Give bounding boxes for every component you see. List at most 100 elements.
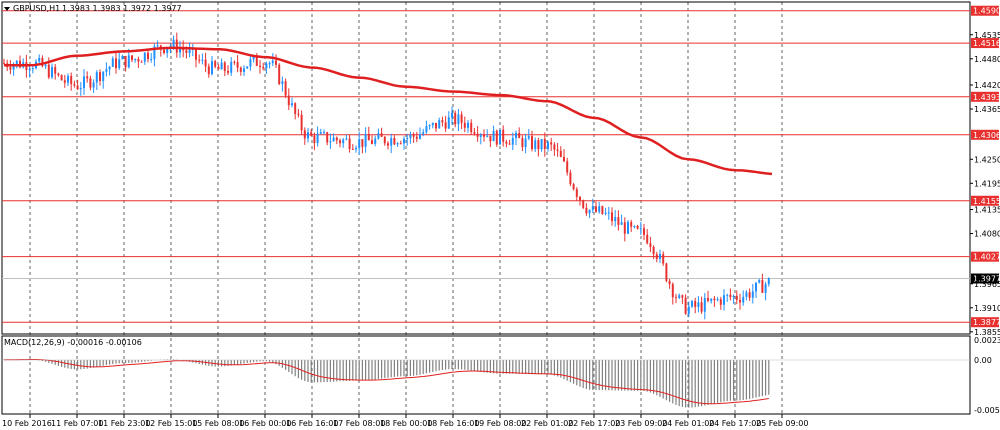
- candle-body: [486, 135, 489, 137]
- candle-body: [563, 156, 565, 162]
- time-label: 22 Feb 01:00: [521, 419, 573, 428]
- candle-body: [745, 292, 748, 297]
- candle-body: [393, 137, 396, 145]
- candle-body: [223, 62, 226, 71]
- candle-body: [684, 297, 687, 314]
- candle-body: [3, 63, 5, 65]
- candle-body: [521, 138, 524, 148]
- level-value: 1.4590: [973, 7, 1000, 16]
- candle-body: [249, 59, 252, 67]
- price-scale-label: 1.3910: [974, 304, 1000, 313]
- candle-body: [502, 129, 505, 142]
- candle-body: [582, 200, 585, 208]
- candle-body: [195, 48, 197, 60]
- candle-body: [172, 39, 175, 47]
- level-value: 1.4155: [973, 197, 1000, 206]
- candle-body: [150, 59, 153, 61]
- candle-body: [143, 52, 146, 62]
- candle-body: [358, 139, 361, 149]
- candle-body: [403, 138, 405, 144]
- candle-body: [284, 81, 287, 96]
- candle-body: [499, 129, 501, 145]
- candle-body: [92, 82, 95, 88]
- moving-average-line: [4, 46, 773, 176]
- candle-body: [345, 138, 348, 140]
- candle-body: [409, 134, 412, 138]
- candle-body: [134, 58, 137, 60]
- candle-body: [9, 67, 12, 70]
- candle-body: [281, 81, 284, 85]
- candle-body: [764, 284, 767, 293]
- level-tag: [971, 195, 999, 206]
- candle-body: [492, 130, 495, 142]
- candle-body: [601, 206, 604, 214]
- candle-body: [566, 161, 569, 173]
- candle-body: [383, 136, 386, 144]
- triangle-down-icon[interactable]: [4, 7, 10, 11]
- level-value: 1.4393: [973, 93, 1000, 102]
- candle-body: [729, 294, 732, 298]
- macd-scale-label: 0.00237: [974, 336, 1000, 345]
- candle-body: [620, 222, 623, 225]
- time-label: 22 Feb 17:00: [568, 419, 620, 428]
- candle-body: [198, 59, 201, 61]
- candle-body: [307, 132, 309, 139]
- candle-body: [451, 112, 453, 118]
- candle-body: [99, 72, 101, 81]
- candle-body: [185, 50, 188, 54]
- candle-body: [579, 196, 581, 201]
- candle-body: [435, 122, 437, 129]
- candle-body: [671, 284, 674, 298]
- level-value: 1.4027: [973, 253, 1000, 262]
- candle-body: [550, 142, 553, 145]
- candle-body: [575, 189, 578, 197]
- candle-body: [630, 222, 633, 227]
- time-label: 18 Feb 16:00: [427, 419, 479, 428]
- symbol-label: GBPUSD,H1: [13, 4, 60, 13]
- candle-body: [175, 39, 178, 53]
- candle-body: [540, 138, 543, 150]
- candle-body: [371, 140, 373, 144]
- candle-body: [108, 66, 111, 70]
- time-label: 19 Feb 08:00: [474, 419, 526, 428]
- candle-body: [233, 61, 236, 63]
- candle-body: [419, 134, 421, 139]
- candle-body: [89, 78, 92, 88]
- candle-body: [649, 243, 652, 247]
- candle-body: [726, 294, 729, 296]
- candle-body: [691, 301, 693, 307]
- level-tag: [971, 91, 999, 102]
- candle-body: [259, 65, 261, 67]
- candle-body: [646, 234, 649, 244]
- candle-body: [675, 297, 677, 299]
- candle-body: [703, 298, 706, 312]
- time-label: 16 Feb 16:00: [286, 419, 338, 428]
- candlesticks: [3, 32, 770, 320]
- candle-body: [275, 60, 277, 65]
- time-label: 18 Feb 00:00: [380, 419, 432, 428]
- time-label: 23 Feb 09:00: [615, 419, 667, 428]
- candle-body: [537, 140, 540, 150]
- price-scale-label: 1.4480: [974, 55, 1000, 64]
- candle-body: [598, 206, 601, 212]
- candle-body: [441, 120, 444, 123]
- candle-body: [678, 295, 681, 298]
- candle-body: [547, 142, 549, 149]
- candle-body: [559, 150, 562, 157]
- level-value: 1.4306: [973, 131, 1000, 140]
- candle-body: [585, 207, 588, 214]
- candle-body: [268, 63, 271, 65]
- candle-body: [668, 280, 671, 285]
- candle-body: [399, 143, 402, 145]
- candle-body: [63, 80, 66, 83]
- price-scale-label: 1.4535: [974, 31, 1000, 40]
- candle-body: [179, 48, 181, 53]
- macd-label: MACD(12,26,9) -0.00016 -0.00106: [4, 338, 142, 347]
- candle-body: [271, 60, 274, 64]
- price-scale-label: 1.4080: [974, 230, 1000, 239]
- candle-body: [102, 71, 105, 81]
- time-label: 11 Feb 07:00: [51, 419, 103, 428]
